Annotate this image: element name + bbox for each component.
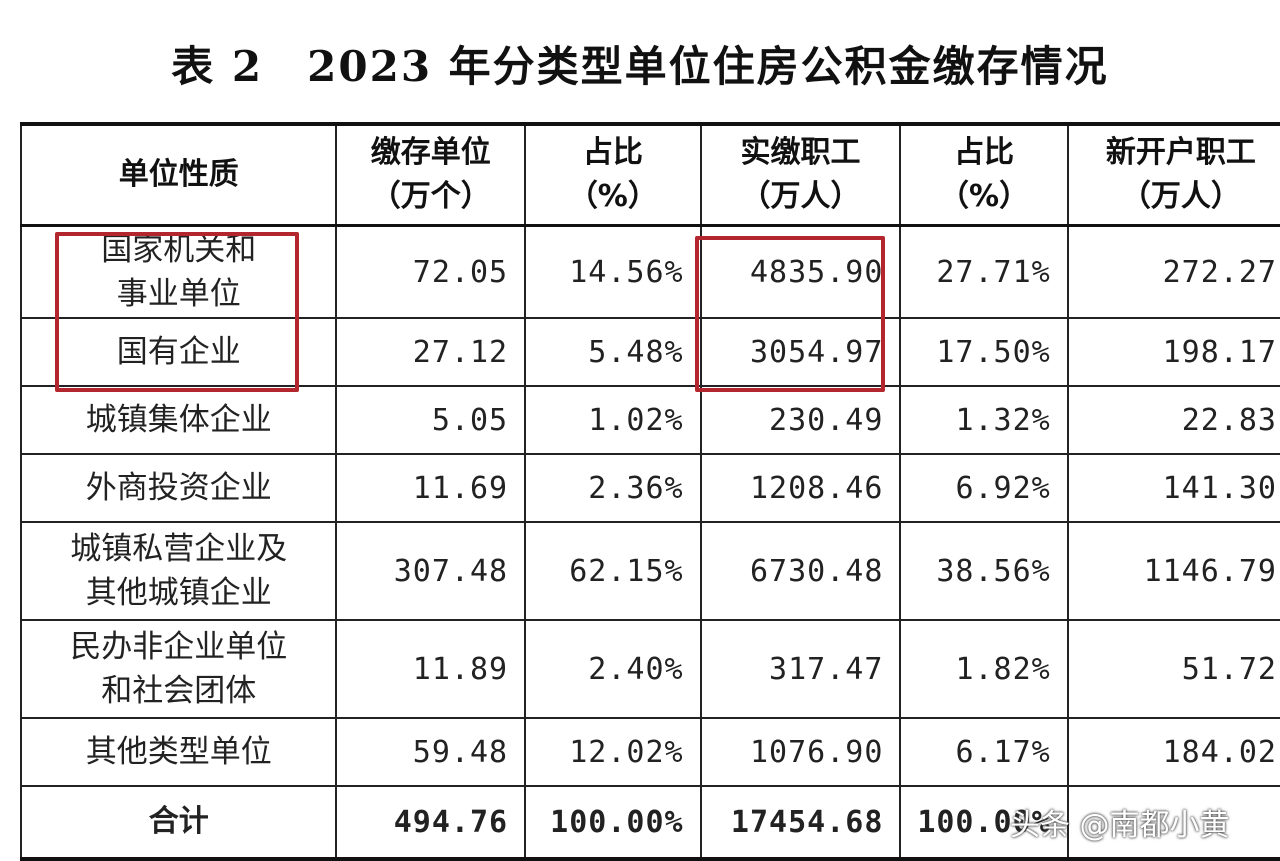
cell-units-pct: 5.48% <box>524 317 702 387</box>
table-row: 国家机关和 事业单位 72.05 14.56% 4835.90 27.71% 27… <box>19 224 1280 319</box>
row-name: 其他类型单位 <box>19 717 338 787</box>
header-units-pct: 占比 （%） <box>524 122 702 227</box>
cell-workers: 6730.48 <box>699 521 902 621</box>
header-units: 缴存单位 （万个） <box>335 122 527 227</box>
table-row: 国有企业 27.12 5.48% 3054.97 17.50% 198.17 <box>19 317 1280 387</box>
cell-workers: 317.47 <box>699 619 902 719</box>
header-workers-pct: 占比 （%） <box>899 122 1069 227</box>
total-units: 494.76 <box>335 785 527 861</box>
cell-new-workers: 198.17 <box>1066 317 1280 387</box>
cell-units: 5.05 <box>335 385 527 455</box>
header-new-workers: 新开户职工 （万人） <box>1066 122 1280 227</box>
row-name: 城镇集体企业 <box>19 385 338 455</box>
table-title: 表 2 2023 年分类型单位住房公积金缴存情况 <box>0 28 1280 98</box>
data-table-wrapper: 单位性质 缴存单位 （万个） 占比 （%） 实缴职工 （万人） 占比 （%） 新开户职工… <box>19 122 1280 861</box>
cell-units: 59.48 <box>335 717 527 787</box>
header-unit-type: 单位性质 <box>19 122 338 227</box>
cell-units-pct: 2.36% <box>524 453 702 523</box>
cell-workers: 3054.97 <box>699 317 902 387</box>
cell-units: 307.48 <box>335 521 527 621</box>
table-row: 城镇私营企业及 其他城镇企业 307.48 62.15% 6730.48 38.5… <box>19 521 1280 621</box>
total-units-pct: 100.00% <box>524 785 702 861</box>
table-total-row: 合计 494.76 100.00% 17454.68 100.00% <box>19 785 1280 861</box>
cell-units-pct: 14.56% <box>524 224 702 319</box>
cell-units-pct: 12.02% <box>524 717 702 787</box>
table-header-row: 单位性质 缴存单位 （万个） 占比 （%） 实缴职工 （万人） 占比 （%） 新开户职工… <box>19 122 1280 227</box>
table-number: 表 2 <box>171 41 264 91</box>
cell-units-pct: 1.02% <box>524 385 702 455</box>
cell-workers-pct: 38.56% <box>899 521 1069 621</box>
total-label: 合计 <box>19 785 338 861</box>
cell-workers-pct: 1.32% <box>899 385 1069 455</box>
table-title-text: 2023 年分类型单位住房公积金缴存情况 <box>307 41 1109 91</box>
total-workers: 17454.68 <box>699 785 902 861</box>
table-row: 外商投资企业 11.69 2.36% 1208.46 6.92% 141.30 <box>19 453 1280 523</box>
table-row: 民办非企业单位 和社会团体 11.89 2.40% 317.47 1.82% 51… <box>19 619 1280 719</box>
cell-units-pct: 62.15% <box>524 521 702 621</box>
cell-new-workers: 51.72 <box>1066 619 1280 719</box>
total-workers-pct: 100.00% <box>899 785 1069 861</box>
cell-units: 27.12 <box>335 317 527 387</box>
cell-units: 11.89 <box>335 619 527 719</box>
cell-new-workers: 141.30 <box>1066 453 1280 523</box>
watermark-text: 头条 @南都小黄 <box>1010 808 1230 843</box>
row-name: 民办非企业单位 和社会团体 <box>19 619 338 719</box>
total-new-workers <box>1066 785 1280 861</box>
cell-new-workers: 1146.79 <box>1066 521 1280 621</box>
cell-units: 11.69 <box>335 453 527 523</box>
header-workers: 实缴职工 （万人） <box>699 122 902 227</box>
table-row: 城镇集体企业 5.05 1.02% 230.49 1.32% 22.83 <box>19 385 1280 455</box>
cell-workers-pct: 6.17% <box>899 717 1069 787</box>
cell-new-workers: 272.27 <box>1066 224 1280 319</box>
cell-workers-pct: 6.92% <box>899 453 1069 523</box>
row-name: 城镇私营企业及 其他城镇企业 <box>19 521 338 621</box>
cell-units-pct: 2.40% <box>524 619 702 719</box>
cell-workers: 1208.46 <box>699 453 902 523</box>
cell-workers-pct: 17.50% <box>899 317 1069 387</box>
table-row: 其他类型单位 59.48 12.02% 1076.90 6.17% 184.02 <box>19 717 1280 787</box>
cell-workers: 1076.90 <box>699 717 902 787</box>
row-name: 外商投资企业 <box>19 453 338 523</box>
cell-units: 72.05 <box>335 224 527 319</box>
row-name: 国家机关和 事业单位 <box>19 224 338 319</box>
cell-new-workers: 22.83 <box>1066 385 1280 455</box>
data-table: 单位性质 缴存单位 （万个） 占比 （%） 实缴职工 （万人） 占比 （%） 新开户职工… <box>19 122 1280 861</box>
row-name: 国有企业 <box>19 317 338 387</box>
cell-new-workers: 184.02 <box>1066 717 1280 787</box>
cell-workers-pct: 1.82% <box>899 619 1069 719</box>
cell-workers: 4835.90 <box>699 224 902 319</box>
cell-workers: 230.49 <box>699 385 902 455</box>
cell-workers-pct: 27.71% <box>899 224 1069 319</box>
